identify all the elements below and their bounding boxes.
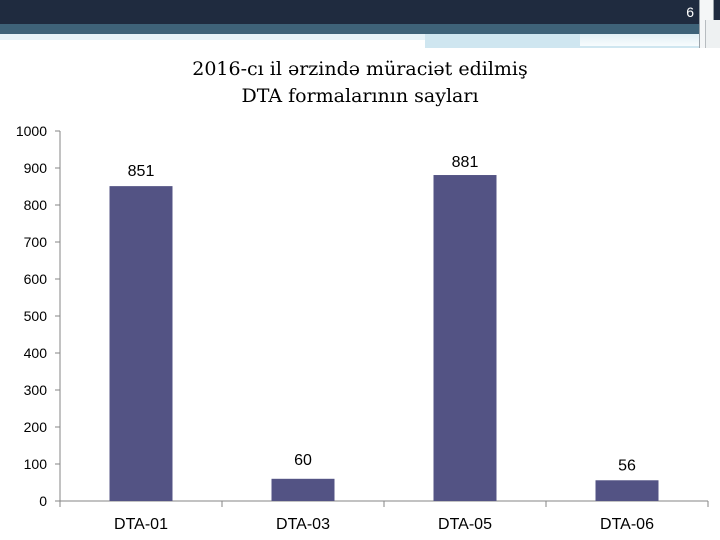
bar-dta-05 [433, 175, 497, 501]
y-tick-label: 1000 [16, 123, 47, 139]
chart-title-line-2: DTA formalarının sayları [241, 85, 479, 107]
bar-dta-03 [271, 478, 335, 501]
y-tick-label: 500 [24, 308, 48, 324]
data-label: 851 [128, 163, 155, 180]
x-category-label: DTA-06 [600, 516, 654, 533]
y-tick-label: 700 [24, 234, 48, 250]
bar-dta-06 [595, 480, 659, 501]
chart-title-line-1: 2016-cı il ərzində müraciət edilmiş [192, 58, 528, 80]
bar-dta-01 [109, 186, 173, 501]
y-tick-label: 100 [24, 456, 48, 472]
y-tick-label: 600 [24, 271, 48, 287]
slide-header-bar [0, 0, 720, 24]
y-tick-label: 400 [24, 345, 48, 361]
x-category-label: DTA-05 [438, 516, 492, 533]
x-category-label: DTA-03 [276, 516, 330, 533]
chart-title: 2016-cı il ərzində müraciət edilmiş DTA … [100, 56, 620, 110]
slide-header-stripe [0, 24, 720, 34]
y-tick-label: 800 [24, 197, 48, 213]
slide-corner-tab-inner [705, 20, 720, 48]
slide-header-shadow [580, 34, 720, 46]
x-category-label: DTA-01 [114, 516, 168, 533]
data-label: 56 [618, 457, 636, 474]
y-tick-label: 900 [24, 160, 48, 176]
slide-header-light-band [0, 34, 720, 40]
y-tick-label: 300 [24, 382, 48, 398]
y-tick-label: 200 [24, 419, 48, 435]
slide-number: 6 [686, 4, 694, 20]
data-label: 60 [294, 452, 312, 469]
y-tick-label: 0 [39, 493, 47, 509]
data-label: 881 [452, 154, 479, 171]
